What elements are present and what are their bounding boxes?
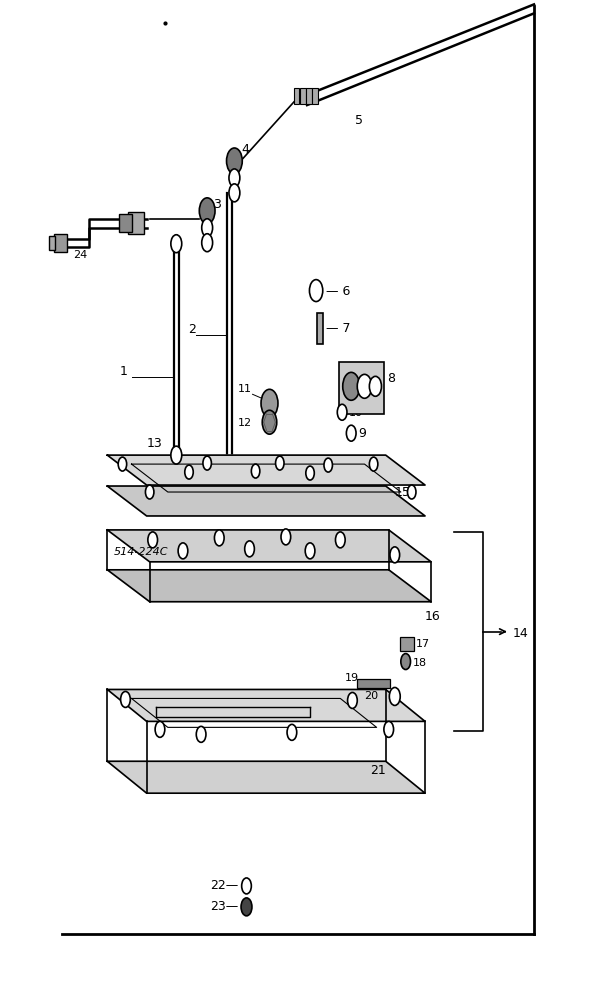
Circle shape xyxy=(275,456,284,470)
Text: 1: 1 xyxy=(119,365,127,378)
Text: 8: 8 xyxy=(387,372,396,385)
Bar xyxy=(300,88,305,104)
Text: 15: 15 xyxy=(395,486,410,499)
Circle shape xyxy=(281,529,291,545)
Circle shape xyxy=(370,457,378,471)
Bar xyxy=(119,214,132,232)
Circle shape xyxy=(358,374,371,398)
Circle shape xyxy=(171,446,182,464)
Bar xyxy=(400,637,413,651)
Text: — 6: — 6 xyxy=(326,285,351,298)
Circle shape xyxy=(241,878,251,894)
Text: — 7: — 7 xyxy=(326,322,351,335)
Text: 3: 3 xyxy=(213,198,221,211)
Circle shape xyxy=(309,280,323,302)
Text: 19: 19 xyxy=(345,673,359,683)
Polygon shape xyxy=(107,486,425,516)
Text: 11: 11 xyxy=(238,384,252,394)
Bar xyxy=(128,212,143,234)
Circle shape xyxy=(262,410,277,434)
Circle shape xyxy=(202,219,213,237)
Bar xyxy=(306,88,311,104)
Bar xyxy=(54,234,67,252)
Circle shape xyxy=(390,547,399,563)
Text: 5: 5 xyxy=(356,114,364,127)
Circle shape xyxy=(337,404,347,420)
Circle shape xyxy=(229,184,240,202)
Circle shape xyxy=(120,691,130,707)
Text: 20: 20 xyxy=(365,691,379,701)
Circle shape xyxy=(389,687,400,705)
Text: 23—: 23— xyxy=(210,900,238,913)
Circle shape xyxy=(171,235,182,253)
Text: 514-224C: 514-224C xyxy=(113,547,168,557)
Circle shape xyxy=(305,543,315,559)
Text: 10: 10 xyxy=(349,408,363,418)
Text: 22—: 22— xyxy=(210,879,238,892)
Polygon shape xyxy=(107,689,425,721)
Polygon shape xyxy=(107,570,431,602)
Circle shape xyxy=(148,532,157,548)
Circle shape xyxy=(384,721,393,737)
Circle shape xyxy=(343,372,360,400)
Circle shape xyxy=(347,425,356,441)
Circle shape xyxy=(370,376,381,396)
Circle shape xyxy=(251,464,260,478)
Bar xyxy=(312,88,317,104)
Text: 4: 4 xyxy=(241,143,249,156)
Circle shape xyxy=(178,543,188,559)
Text: 2: 2 xyxy=(188,323,196,336)
Circle shape xyxy=(306,466,314,480)
Circle shape xyxy=(407,485,416,499)
Text: 17: 17 xyxy=(416,639,430,649)
Circle shape xyxy=(203,456,212,470)
Text: 14: 14 xyxy=(513,627,528,640)
Circle shape xyxy=(241,898,252,916)
Circle shape xyxy=(155,721,165,737)
Circle shape xyxy=(324,458,333,472)
Circle shape xyxy=(229,169,240,187)
Text: 18: 18 xyxy=(413,658,427,668)
Polygon shape xyxy=(107,761,425,793)
Bar xyxy=(339,362,384,414)
Circle shape xyxy=(145,485,154,499)
Bar xyxy=(357,679,390,688)
Polygon shape xyxy=(107,530,431,562)
Circle shape xyxy=(199,198,215,224)
Bar xyxy=(317,313,323,344)
Text: 24: 24 xyxy=(73,250,87,260)
Circle shape xyxy=(287,724,297,740)
Circle shape xyxy=(348,692,358,708)
Circle shape xyxy=(227,148,242,174)
Circle shape xyxy=(261,389,278,417)
Circle shape xyxy=(401,654,410,670)
Circle shape xyxy=(244,541,254,557)
Text: 13: 13 xyxy=(147,437,162,450)
Circle shape xyxy=(215,530,224,546)
Circle shape xyxy=(196,726,206,742)
Bar xyxy=(49,236,55,250)
Text: 16: 16 xyxy=(425,610,441,623)
Circle shape xyxy=(118,457,126,471)
Circle shape xyxy=(202,234,213,252)
Bar xyxy=(294,88,300,104)
Polygon shape xyxy=(107,455,425,485)
Circle shape xyxy=(336,532,345,548)
Text: 9: 9 xyxy=(359,427,367,440)
Circle shape xyxy=(185,465,193,479)
Text: 21: 21 xyxy=(370,764,386,777)
Text: 12: 12 xyxy=(238,418,252,428)
